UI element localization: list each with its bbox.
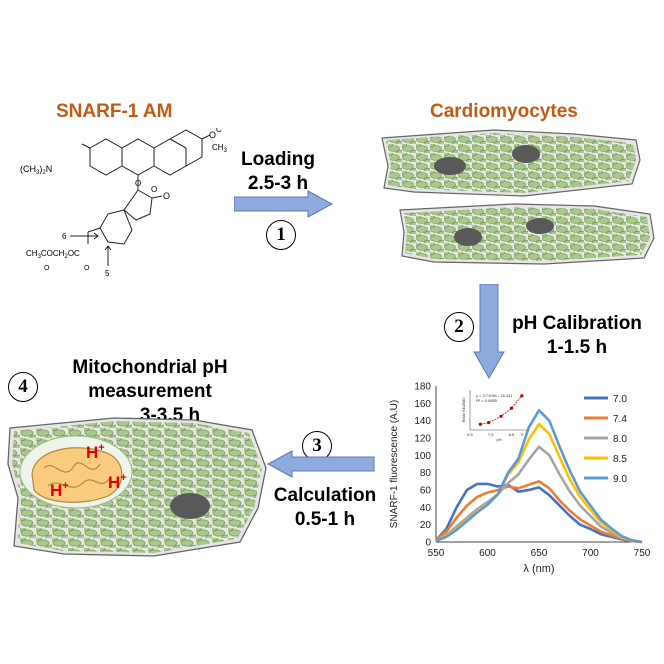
inset-point [509, 406, 514, 410]
position-5-label: 5 [105, 269, 110, 278]
ring-o-label: O [135, 179, 141, 188]
legend-label-9.0: 9.0 [613, 474, 627, 485]
step1-number: 1 [266, 220, 296, 250]
y-tick-label: 140 [414, 416, 431, 427]
inset-x-tick: 7.5 [488, 432, 494, 437]
acetyl-c-label: C [216, 128, 222, 134]
step3-number: 3 [302, 431, 332, 461]
step3-line1: Calculation [273, 485, 377, 506]
nucleus-lower-right [526, 218, 554, 234]
fluorescence-chart: 0 20 40 60 80 100 120 140 160 180 550 600 650 700 750 λ… [389, 382, 651, 576]
y-tick-label: 180 [414, 382, 431, 393]
x-tick-label: 750 [634, 548, 651, 559]
step4-line2: measurement [88, 381, 212, 402]
chart-legend: 7.0 7.4 8.0 8.5 9.0 [584, 394, 627, 485]
step1-line1: Loading [241, 149, 315, 170]
legend-label-8.0: 8.0 [613, 434, 627, 445]
y-tick-label: 160 [414, 399, 431, 410]
acetyl-o-label: O [209, 130, 216, 140]
step1-label: Loading 2.5-3 h [228, 148, 328, 196]
cardiomyocyte-zoom: H+ H+ H+ [7, 417, 267, 557]
nucleus-large [170, 493, 210, 519]
x-tick-label: 650 [531, 548, 548, 559]
inset-x-label: pH [496, 437, 501, 442]
proton-1: H+ [86, 442, 105, 462]
amine-label: (CH3)2N [20, 164, 52, 176]
nucleus-upper-right [512, 145, 540, 163]
step3-label: Calculation 0.5-1 h [262, 484, 388, 532]
nucleus-upper-left [434, 157, 466, 175]
mitochondrion-zoom [31, 447, 123, 503]
step2-line1: pH Calibration [512, 313, 642, 334]
step4-number: 4 [8, 372, 38, 402]
series-line-7.0 [435, 482, 643, 544]
arrow-right-step1 [234, 190, 334, 218]
series-line-8.5 [435, 422, 643, 544]
cells-title: Cardiomyocytes [430, 101, 578, 122]
x-tick-label: 550 [428, 548, 445, 559]
y-tick-label: 40 [420, 503, 432, 514]
inset-y-label: Ratio 640/580 [461, 397, 466, 423]
acetyl-ch3-label: CH3 [212, 143, 228, 154]
lactone-o-label: O [151, 185, 157, 194]
x-tick-label: 700 [582, 548, 599, 559]
inset-x-tick: 9 [521, 432, 524, 437]
y-tick-label: 100 [414, 451, 431, 462]
y-tick-label: 20 [420, 520, 432, 531]
chart-axes: 0 20 40 60 80 100 120 140 160 180 550 600 650 700 750 λ… [389, 382, 651, 576]
ester-label: CH3COCH2OC [26, 249, 80, 260]
legend-label-7.0: 7.0 [613, 394, 627, 405]
legend-label-7.4: 7.4 [613, 414, 627, 425]
inset-r2: R² = 0.9855 [476, 398, 498, 403]
step4-line1: Mitochondrial pH [72, 357, 228, 378]
y-tick-label: 80 [420, 468, 432, 479]
ester-o1-label: O [44, 265, 50, 272]
carbonyl-o-label: O [163, 191, 170, 201]
x-tick-label: 600 [479, 548, 496, 559]
y-tick-label: 0 [425, 538, 431, 549]
series-line-9.0 [435, 409, 643, 544]
series-line-8.0 [435, 445, 643, 544]
arrow-left-step3 [266, 450, 375, 478]
y-tick-label: 60 [420, 486, 432, 497]
step2-line2: 1-1.5 h [546, 337, 608, 358]
position-6-label: 6 [62, 232, 67, 241]
series-line-7.4 [435, 480, 643, 544]
arrow-down-step2 [473, 284, 505, 380]
y-tick-label: 120 [414, 434, 431, 445]
step1-line2: 2.5-3 h [247, 173, 309, 194]
ester-o2-label: O [84, 265, 90, 272]
step2-label: pH Calibration 1-1.5 h [497, 312, 657, 360]
inset-x-tick: 8.5 [509, 432, 515, 437]
proton-3: H+ [108, 472, 127, 492]
inset-point [520, 394, 524, 398]
step2-number: 2 [444, 312, 474, 342]
compound-title: SNARF-1 AM [56, 101, 173, 122]
inset-x-tick: 6.5 [467, 432, 473, 437]
snarf-structure: (CH3)2N O C CH3 O O O CH3COCH2OC O O 6 5 [20, 128, 228, 278]
inset-equation: y = 3.7109x - 25.431 [476, 393, 513, 398]
proton-2: H+ [50, 480, 69, 500]
inset-point [499, 414, 503, 418]
inset-point [487, 420, 491, 425]
inset-point [478, 422, 482, 426]
cardiomyocytes-pair [381, 129, 655, 265]
legend-label-8.5: 8.5 [613, 454, 627, 465]
x-axis-label: λ (nm) [523, 563, 554, 575]
nucleus-lower-left [454, 228, 482, 246]
chart-series [435, 409, 643, 544]
step3-line2: 0.5-1 h [294, 509, 356, 530]
y-axis-label: SNARF-1 fluorescence (A.U) [389, 400, 400, 528]
